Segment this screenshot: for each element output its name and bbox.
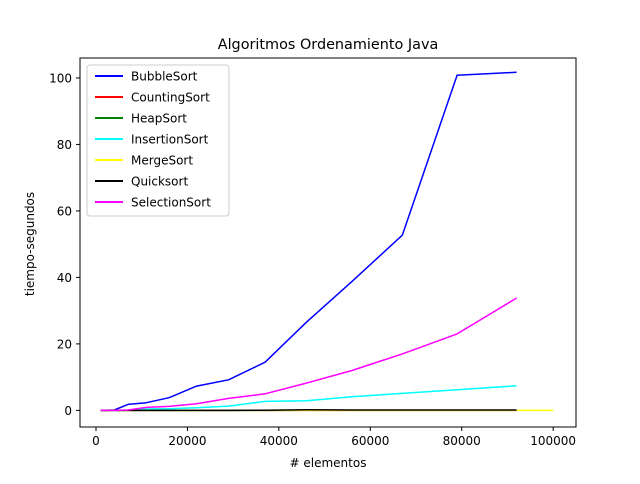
x-tick-label: 0 (92, 434, 100, 448)
y-tick-label: 100 (49, 71, 72, 85)
y-tick-label: 20 (57, 337, 72, 351)
y-axis-ticks: 0 20 40 60 80 100 (49, 71, 80, 417)
y-tick-label: 80 (57, 138, 72, 152)
x-tick-label: 100000 (530, 434, 576, 448)
x-tick-label: 40000 (260, 434, 298, 448)
legend-label-quicksort: Quicksort (131, 175, 188, 189)
legend-label-heapsort: HeapSort (131, 112, 187, 126)
y-tick-label: 60 (57, 204, 72, 218)
x-axis-label: # elementos (290, 456, 367, 470)
legend-label-countingsort: CountingSort (131, 91, 210, 105)
legend-label-bubblesort: BubbleSort (131, 70, 198, 84)
legend: BubbleSort CountingSort HeapSort InsertionS… (87, 65, 229, 216)
legend-label-selectionsort: SelectionSort (131, 196, 211, 210)
series-line-quicksort (101, 410, 517, 411)
series-line-selectionsort (101, 298, 517, 410)
x-tick-label: 60000 (351, 434, 389, 448)
y-axis-label: tiempo-segundos (23, 192, 37, 296)
y-tick-label: 40 (57, 271, 72, 285)
legend-label-mergesort: MergeSort (131, 154, 193, 168)
y-tick-label: 0 (64, 404, 72, 418)
x-tick-label: 80000 (443, 434, 481, 448)
x-tick-label: 20000 (168, 434, 206, 448)
legend-label-insertionsort: InsertionSort (131, 133, 209, 147)
x-axis-ticks: 0 20000 40000 60000 80000 100000 (92, 427, 576, 448)
chart-title: Algoritmos Ordenamiento Java (218, 37, 439, 53)
